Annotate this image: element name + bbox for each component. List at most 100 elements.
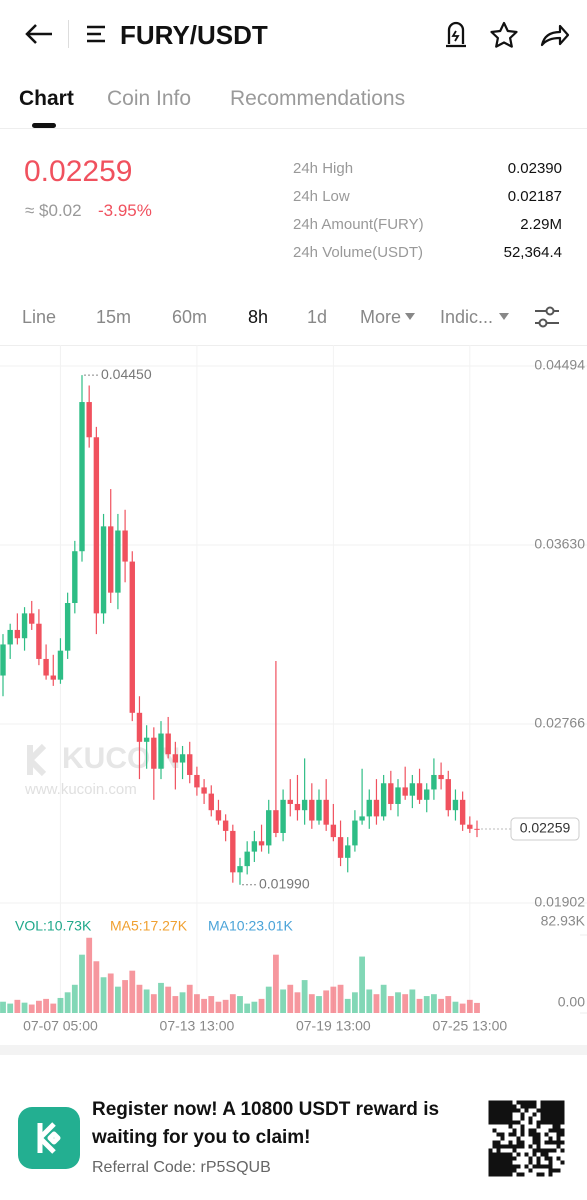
qr-module — [488, 1164, 493, 1169]
stat-value: 0.02187 — [507, 188, 562, 205]
tab[interactable]: Coin Info — [107, 87, 192, 110]
settings-icon[interactable] — [533, 305, 561, 329]
qr-module — [488, 1100, 493, 1105]
kucoin-logo — [18, 1107, 80, 1169]
stat-label: 24h Amount(FURY) — [293, 216, 424, 233]
qr-module — [560, 1112, 565, 1117]
volume-bar — [57, 997, 64, 1013]
qr-module — [488, 1148, 493, 1153]
volume-legend: MA5:17.27K — [110, 918, 188, 934]
qr-module — [540, 1152, 545, 1157]
qr-module — [492, 1172, 497, 1177]
separator — [0, 1045, 587, 1055]
volume-bar — [14, 999, 21, 1013]
qr-module — [488, 1104, 493, 1109]
candle-body — [345, 845, 351, 858]
volume-bar — [129, 970, 136, 1013]
candle-body — [467, 824, 473, 829]
qr-module — [520, 1144, 525, 1149]
last-price-box — [510, 817, 580, 841]
candle-body — [129, 561, 135, 713]
x-tick-label: 07-07 05:00 — [23, 1018, 98, 1034]
qr-module — [508, 1132, 513, 1137]
qr-module — [548, 1128, 553, 1133]
qr-module — [520, 1116, 525, 1121]
qr-module — [544, 1104, 549, 1109]
qr-module — [560, 1100, 565, 1105]
timeframe[interactable]: 60m — [172, 307, 208, 327]
timeframe[interactable]: Line — [22, 307, 57, 327]
qr-module — [544, 1116, 549, 1121]
qr-module — [516, 1152, 521, 1157]
timeframe-more[interactable]: More — [360, 307, 402, 327]
candle-body — [72, 551, 78, 604]
qr-module — [492, 1104, 497, 1109]
candle-body — [352, 820, 358, 846]
candle-body — [366, 799, 372, 817]
volume-bar — [0, 1001, 6, 1013]
qr-module — [488, 1108, 493, 1113]
qr-module — [504, 1168, 509, 1173]
timeframe[interactable]: 1d — [307, 307, 328, 327]
qr-module — [516, 1172, 521, 1177]
qr-module — [548, 1160, 553, 1165]
back-button[interactable] — [24, 22, 54, 46]
qr-module — [508, 1144, 513, 1149]
qr-module — [548, 1164, 553, 1169]
qr-module — [532, 1152, 537, 1157]
candle-body — [380, 783, 387, 817]
candle-body — [64, 603, 71, 651]
tab[interactable]: Chart — [19, 87, 74, 110]
qr-module — [544, 1152, 549, 1157]
qr-module — [504, 1152, 509, 1157]
qr-module — [496, 1120, 501, 1125]
volume-bar — [86, 937, 93, 1013]
candle-body — [215, 810, 222, 821]
qr-module — [544, 1120, 549, 1125]
qr-module — [560, 1120, 565, 1125]
qr-module — [536, 1140, 541, 1145]
volume-bar — [93, 961, 100, 1013]
candle-body — [14, 629, 21, 639]
volume-bar — [215, 1001, 222, 1013]
qr-module — [508, 1108, 513, 1113]
qr-module — [532, 1136, 537, 1141]
stat-label: 24h Volume(USDT) — [293, 244, 424, 261]
volume-bar — [337, 984, 344, 1013]
qr-module — [560, 1116, 565, 1121]
timeframe[interactable]: 15m — [96, 307, 132, 327]
stat-value: 52,364.4 — [503, 244, 562, 261]
x-tick-label: 07-19 13:00 — [296, 1018, 371, 1034]
qr-module — [560, 1132, 565, 1137]
qr-module — [492, 1128, 497, 1133]
candle-body — [316, 799, 322, 821]
candle-body — [93, 437, 100, 614]
qr-module — [492, 1140, 497, 1145]
qr-module — [548, 1108, 553, 1113]
header-icons[interactable] — [440, 20, 570, 50]
volume-bar — [107, 973, 114, 1013]
qr-module — [552, 1124, 557, 1129]
candle-body — [424, 789, 430, 800]
tab[interactable]: Recommendations — [230, 87, 406, 110]
volume-bar — [122, 980, 128, 1013]
qr-module — [500, 1160, 505, 1165]
menu-icon[interactable] — [86, 24, 108, 44]
pair-title: FURY/USDT — [120, 20, 268, 50]
qr-module — [532, 1140, 537, 1145]
qr-module — [512, 1120, 517, 1125]
candle-body — [309, 799, 315, 821]
candle-body — [86, 402, 92, 438]
timeframe[interactable]: 8h — [248, 307, 269, 327]
volume-bar — [359, 956, 365, 1013]
qr-module — [556, 1144, 561, 1149]
dropdown-icon — [405, 313, 415, 320]
qr-module — [512, 1144, 517, 1149]
indicators[interactable]: Indic... — [440, 307, 494, 327]
volume-bar — [244, 1003, 251, 1013]
candle-body — [416, 783, 423, 800]
candle-body — [258, 841, 265, 846]
qr-module — [536, 1156, 541, 1161]
qr-module — [504, 1112, 509, 1117]
